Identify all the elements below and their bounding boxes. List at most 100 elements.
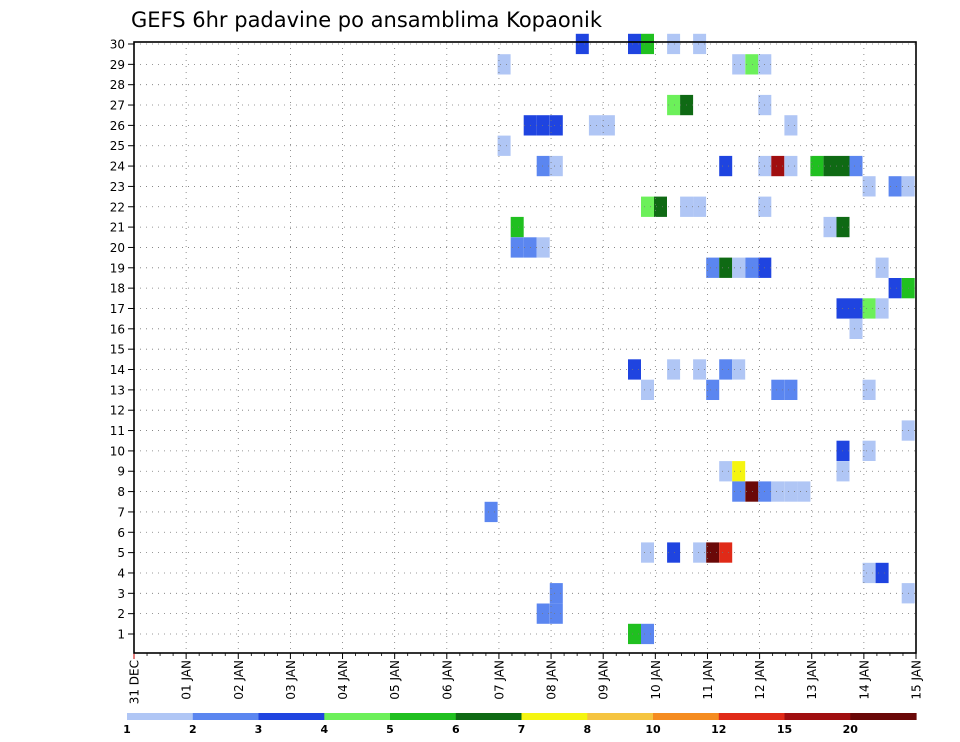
heatmap-cell — [719, 257, 733, 278]
heatmap-cell — [693, 542, 707, 563]
y-tick-label: 21 — [110, 221, 125, 235]
x-tick-label: 04 JAN — [336, 660, 350, 700]
y-tick-label: 25 — [110, 139, 125, 153]
y-tick-label: 12 — [110, 404, 125, 418]
y-tick-label: 15 — [110, 343, 125, 357]
y-tick-label: 30 — [110, 38, 125, 52]
heatmap-cell — [628, 359, 641, 380]
y-tick-label: 5 — [117, 546, 125, 560]
y-tick-label: 26 — [110, 119, 125, 133]
colorbar-label: 8 — [583, 723, 591, 736]
y-tick-label: 7 — [117, 505, 125, 519]
x-tick-label: 08 JAN — [545, 660, 559, 700]
x-tick-label: 05 JAN — [388, 660, 402, 700]
heatmap-cell — [784, 155, 798, 177]
heatmap-cell — [536, 155, 550, 177]
x-tick-label: 11 JAN — [701, 660, 715, 700]
x-axis-ticks: 31 DEC 01 JAN 02 JAN 03 JAN 04 JAN 05 JAN 06 J… — [128, 653, 924, 704]
y-tick-label: 4 — [117, 566, 125, 580]
heatmap-cell — [745, 257, 759, 278]
x-tick-label: 07 JAN — [492, 660, 506, 700]
heatmap-cell — [588, 115, 602, 136]
heatmap-cell — [497, 54, 511, 75]
heatmap-cell — [862, 440, 876, 461]
y-tick-label: 18 — [110, 282, 125, 296]
heatmap-cell — [719, 542, 733, 563]
x-tick-label: 03 JAN — [284, 660, 298, 700]
colorbar-label: 3 — [255, 723, 263, 736]
heatmap-cell — [745, 54, 759, 75]
heatmap-cell — [797, 481, 811, 502]
y-tick-label: 17 — [110, 302, 125, 316]
heatmap-cell — [641, 623, 654, 645]
heatmap-cell — [849, 298, 863, 319]
heatmap-cell — [862, 379, 876, 400]
y-tick-label: 23 — [110, 180, 125, 194]
colorbar-swatch — [192, 713, 260, 720]
chart-title: GEFS 6hr padavine po ansamblima Kopaonik — [131, 8, 603, 32]
heatmap-cell — [849, 318, 863, 339]
colorbar-swatch — [324, 713, 391, 720]
colorbar-swatch — [258, 713, 325, 720]
heatmap-cell — [641, 379, 654, 400]
heatmap-cell — [719, 155, 733, 177]
y-tick-label: 20 — [110, 241, 125, 255]
colorbar-label: 6 — [452, 723, 460, 736]
colorbar-swatch — [390, 713, 457, 720]
colorbar-swatch — [653, 713, 720, 720]
colorbar-label: 2 — [189, 723, 197, 736]
heatmap-cell — [875, 298, 889, 319]
heatmap-cell — [732, 461, 746, 482]
colorbar-swatch — [127, 713, 194, 720]
heatmap-cells — [484, 33, 915, 645]
x-tick-label: 14 JAN — [857, 660, 871, 700]
y-axis-ticks: 1234567891011121314151617181920212223242… — [110, 38, 134, 642]
colorbar: 1 2 3 4 5 6 7 8 10 12 15 20 — [123, 713, 917, 736]
heatmap-cell — [536, 237, 550, 258]
heatmap-cell — [575, 33, 589, 55]
heatmap-cell — [862, 562, 876, 584]
x-tick-label: 31 DEC — [128, 660, 142, 704]
heatmap-cell — [641, 33, 654, 55]
heatmap-cell — [693, 196, 707, 217]
x-tick-label: 12 JAN — [753, 660, 767, 700]
y-tick-label: 11 — [110, 424, 125, 438]
colorbar-swatch — [850, 713, 917, 720]
x-tick-label: 13 JAN — [805, 660, 819, 700]
heatmap-cell — [862, 176, 876, 197]
colorbar-swatch — [521, 713, 588, 720]
heatmap-cell — [706, 379, 720, 400]
x-tick-label: 02 JAN — [232, 660, 246, 700]
heatmap-cell — [771, 379, 785, 400]
colorbar-swatch — [455, 713, 523, 720]
heatmap-cell — [888, 176, 902, 197]
heatmap-cell — [810, 155, 824, 177]
y-tick-label: 19 — [110, 261, 125, 275]
y-tick-label: 13 — [110, 383, 125, 397]
y-tick-label: 6 — [117, 526, 125, 540]
y-tick-label: 10 — [110, 444, 125, 458]
x-tick-label: 01 JAN — [180, 660, 194, 700]
heatmap-cell — [497, 135, 511, 156]
heatmap-cell — [693, 359, 707, 380]
heatmap-cell — [667, 94, 681, 116]
heatmap-cell — [549, 603, 563, 624]
colorbar-label: 12 — [711, 723, 726, 736]
heatmap-cell — [784, 115, 798, 136]
heatmap-cell — [875, 562, 889, 584]
y-tick-label: 2 — [117, 607, 125, 621]
x-tick-label: 15 JAN — [910, 660, 924, 700]
heatmap-cell — [536, 115, 550, 136]
heatmap-cell — [549, 115, 563, 136]
y-tick-label: 16 — [110, 322, 125, 336]
heatmap-cell — [771, 155, 785, 177]
y-tick-label: 14 — [110, 363, 125, 377]
heatmap-cell — [719, 461, 733, 482]
heatmap-cell — [784, 379, 798, 400]
heatmap-cell — [888, 278, 902, 299]
heatmap-cell — [875, 257, 889, 278]
colorbar-swatch — [587, 713, 654, 720]
y-tick-label: 8 — [117, 485, 125, 499]
heatmap-cell — [771, 481, 785, 502]
